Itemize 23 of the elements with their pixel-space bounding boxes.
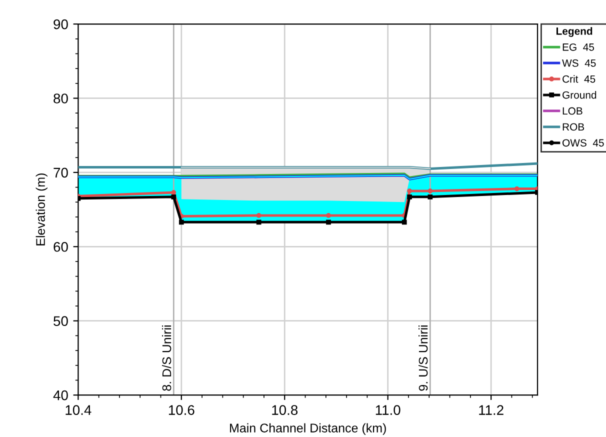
legend-label: OWS 45 [562,139,604,147]
legend-label: LOB [562,107,582,115]
legend-label: WS 45 [562,59,596,67]
ref-line-label: 8. D/S Unirii [162,326,172,391]
legend-label: Crit 45 [562,75,596,83]
x-tick-label: 11.2 [479,405,504,415]
x-tick-label: 10.4 [66,405,92,415]
x-tick-label: 10.6 [168,405,194,415]
legend-label: Ground [562,91,596,99]
y-axis-title: Elevation (m) [36,174,48,246]
y-tick-label: 90 [54,19,68,30]
legend-label: EG 45 [562,43,594,51]
y-tick-label: 80 [54,94,68,104]
y-tick-label: 70 [54,168,68,178]
legend-title: Legend [556,27,592,37]
x-axis-title: Main Channel Distance (km) [230,423,386,435]
y-tick-label: 50 [54,316,68,326]
ref-line-label: 9. U/S Unirii [418,326,428,391]
legend-label: ROB [562,123,584,131]
y-tick-label: 40 [53,390,68,400]
x-tick-label: 10.8 [272,405,298,415]
x-tick-label: 11.0 [376,405,400,415]
y-tick-label: 60 [54,242,68,252]
